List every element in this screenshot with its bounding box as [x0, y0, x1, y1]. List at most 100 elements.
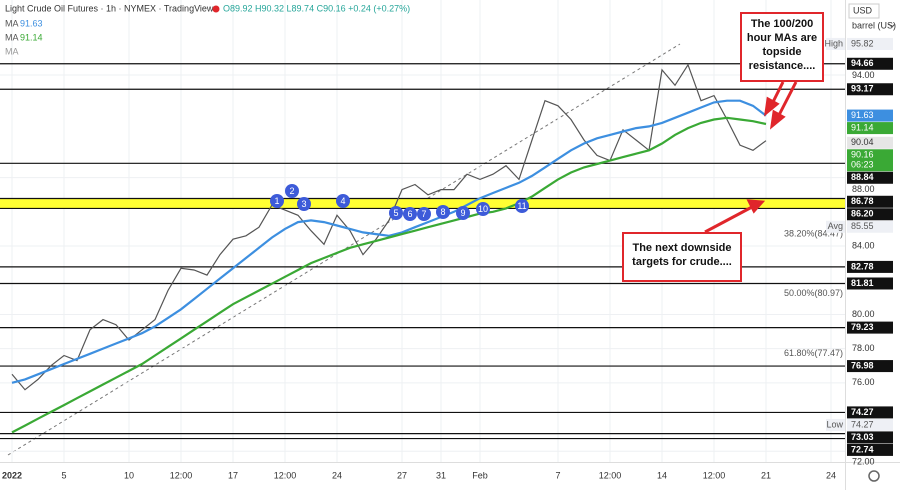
x-tick-label: 7 — [555, 470, 560, 480]
ma-badge — [847, 109, 893, 122]
level-label: 79.23 — [851, 322, 874, 332]
y-tick-label: 78.00 — [852, 343, 875, 353]
stat-badge — [847, 37, 893, 50]
marker — [297, 197, 311, 211]
level-label: 72.74 — [851, 444, 874, 454]
marker — [476, 202, 490, 216]
marker — [417, 207, 431, 221]
x-tick-label: 5 — [61, 470, 66, 480]
x-tick-label: 27 — [397, 470, 407, 480]
fib-label: 61.80%(77.47) — [784, 348, 843, 358]
stat-value: 95.82 — [851, 38, 874, 48]
level-badge — [847, 83, 893, 96]
x-tick-label: 31 — [436, 470, 446, 480]
level-label: 94.66 — [851, 58, 874, 68]
level-badge — [847, 57, 893, 70]
stat-box — [826, 418, 845, 431]
x-tick-label: 2022 — [2, 470, 22, 480]
stat-box — [826, 37, 845, 50]
moving-average — [11, 99, 767, 384]
marker — [436, 205, 450, 219]
marker — [515, 199, 529, 213]
chart-title: Light Crude Oil Futures · 1h · NYMEX · T… — [5, 3, 214, 13]
legend-name: MA — [5, 46, 19, 56]
price-label: 90.16 — [851, 150, 874, 160]
x-tick-label: 14 — [657, 470, 667, 480]
marker — [389, 206, 403, 220]
level-label: 88.84 — [851, 172, 874, 182]
level-label: 82.78 — [851, 261, 874, 271]
arrows — [704, 81, 798, 234]
stat-name: High — [824, 38, 843, 48]
level-badge — [847, 277, 893, 290]
x-tick-label: 12:00 — [170, 470, 193, 480]
x-tick-label: 12:00 — [703, 470, 726, 480]
currency-box[interactable] — [848, 3, 880, 19]
level-badge — [847, 406, 893, 419]
legend-name: MA — [5, 18, 19, 28]
unit[interactable]: barrel (US) — [852, 20, 896, 30]
legend-value: 91.14 — [20, 32, 43, 42]
ma-badge-label: 91.14 — [851, 122, 874, 132]
dropdown-caret — [888, 23, 896, 28]
settings-icon[interactable] — [868, 470, 880, 482]
price-badge — [847, 149, 893, 172]
y-tick-label: 88.00 — [852, 184, 875, 194]
plot: 2022 5 10 12:00 17 12:00 24 27 31 Feb 7 12:00 14 12:0… — [0, 0, 893, 480]
level-label: 74.27 — [851, 407, 874, 417]
y-tick-label: 94.00 — [852, 70, 875, 80]
marker — [336, 194, 350, 208]
x-tick-label: 17 — [228, 470, 238, 480]
prev-close-badge — [847, 136, 893, 149]
marker-label: 10 — [478, 204, 488, 214]
level-label: 86.78 — [851, 196, 874, 206]
ohlc: O89.92 H90.32 L89.74 C90.16 +0.24 (+0.27… — [223, 3, 410, 13]
stat-box — [826, 220, 845, 233]
marker — [285, 184, 299, 198]
stat-badge — [847, 418, 893, 431]
level-badge — [847, 260, 893, 273]
fib-label: 50.00%(80.97) — [784, 288, 843, 298]
stat-badge — [847, 220, 893, 233]
level-label: 81.81 — [851, 278, 874, 288]
marker-label: 3 — [301, 199, 306, 209]
marker — [403, 207, 417, 221]
annotation: The next downside targets for crude.... — [622, 232, 742, 282]
x-tick-label: Feb — [472, 470, 488, 480]
stat-name: Avg — [828, 221, 843, 231]
marker-label: 1 — [274, 196, 279, 206]
level-label: 86.20 — [851, 209, 874, 219]
marker-label: 7 — [421, 209, 426, 219]
marker-label: 11 — [517, 201, 526, 211]
legend-name: MA — [5, 32, 19, 42]
level-badge — [847, 360, 893, 373]
level-badge — [847, 195, 893, 208]
legend-value: 91.63 — [20, 18, 43, 28]
level-label: 93.17 — [851, 84, 874, 94]
y-tick-label: 76.00 — [852, 377, 875, 387]
x-tick-label: 24 — [826, 470, 836, 480]
marker-label: 4 — [340, 196, 345, 206]
currency: USD — [853, 5, 873, 15]
stat-value: 85.55 — [851, 221, 874, 231]
moving-average — [11, 116, 767, 434]
level-label: 73.03 — [851, 432, 874, 442]
marker-label: 8 — [440, 207, 445, 217]
level-badge — [847, 443, 893, 456]
x-tick-label: 21 — [761, 470, 771, 480]
highlight-band — [0, 198, 845, 209]
marker-label: 5 — [393, 208, 398, 218]
marker-label: 6 — [407, 209, 412, 219]
y-tick-label: 80.00 — [852, 309, 875, 319]
prev-close-label: 90.04 — [851, 137, 874, 147]
x-tick-label: 12:00 — [274, 470, 297, 480]
x-tick-label: 12:00 — [599, 470, 622, 480]
level-badge — [847, 171, 893, 184]
marker — [270, 194, 284, 208]
level-badge — [847, 208, 893, 221]
level-label: 76.98 — [851, 360, 874, 370]
marker-label: 9 — [460, 208, 465, 218]
countdown: 06:23 — [851, 160, 874, 170]
x-tick-label: 10 — [124, 470, 134, 480]
